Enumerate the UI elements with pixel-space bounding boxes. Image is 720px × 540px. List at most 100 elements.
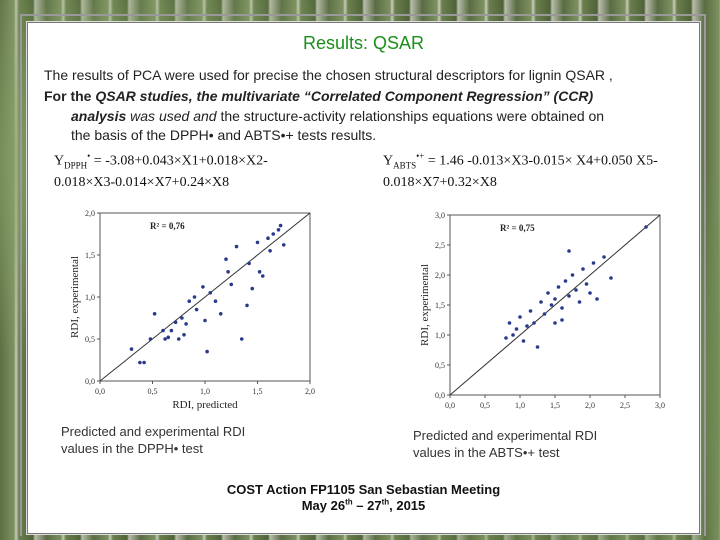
data-point bbox=[511, 333, 515, 337]
eq2-y: Y bbox=[383, 153, 394, 169]
x-tick-label: 2,0 bbox=[305, 387, 315, 396]
data-point bbox=[180, 316, 184, 320]
method-prefix: For the bbox=[44, 88, 96, 104]
data-point bbox=[166, 335, 171, 340]
data-point bbox=[173, 320, 178, 324]
frame-border-left bbox=[20, 14, 22, 536]
slide-panel: Results: QSAR The results of PCA were us… bbox=[27, 22, 700, 534]
x-tick-label: 0,0 bbox=[95, 387, 105, 396]
analysis-word: analysis bbox=[71, 107, 127, 124]
data-point bbox=[182, 333, 186, 337]
data-point bbox=[281, 243, 286, 247]
footer-date-b: – 27 bbox=[352, 498, 382, 514]
x-tick-label: 0,0 bbox=[445, 401, 455, 410]
data-point bbox=[176, 337, 181, 341]
eq1-line2: 0.018×X3-0.014×X7+0.24×X8 bbox=[54, 175, 230, 191]
x-tick-label: 1,5 bbox=[550, 401, 560, 410]
x-tick-label: 0,5 bbox=[480, 401, 490, 410]
y-tick-label: 2,0 bbox=[85, 209, 95, 218]
method-line-3: the basis of the DPPH• and ABTS•+ tests … bbox=[71, 127, 377, 143]
data-point bbox=[161, 328, 165, 333]
frame-border-top bbox=[20, 14, 706, 16]
footer: COST Action FP1105 San Sebastian Meeting… bbox=[28, 483, 699, 512]
y-tick-label: 0,5 bbox=[85, 335, 95, 344]
x-tick-label: 1,0 bbox=[515, 401, 525, 410]
footer-date-c: , 2015 bbox=[389, 498, 426, 514]
data-point bbox=[563, 279, 568, 283]
eq2-sub: ABTS bbox=[393, 160, 417, 171]
eq2-sup: •+ bbox=[416, 151, 425, 161]
x-axis-label: RDI, predicted bbox=[522, 413, 588, 415]
y-tick-label: 1,5 bbox=[85, 251, 95, 260]
data-point bbox=[271, 232, 276, 236]
data-point bbox=[602, 255, 606, 259]
abts-scatter-chart: 0,0 0,5 1,0 1,5 2,0 2,5 3,0 0,0 0,5 1,0 1,5 2,0 2,5 3… bbox=[419, 211, 665, 415]
data-point bbox=[203, 318, 207, 323]
data-point bbox=[224, 257, 228, 261]
data-point bbox=[255, 240, 260, 245]
data-point bbox=[574, 288, 578, 292]
data-point bbox=[567, 294, 571, 298]
x-axis-label: RDI, predicted bbox=[172, 399, 238, 411]
y-tick-label: 3,0 bbox=[435, 211, 445, 220]
footer-date: May 26th – 27th, 2015 bbox=[302, 498, 426, 513]
eq2-body: = 1.46 -0.013×X3-0.015× X4+0.050 X5- bbox=[424, 153, 658, 169]
y-tick-label: 2,5 bbox=[435, 241, 445, 250]
eq2-line2: 0.018×X7+0.32×X8 bbox=[383, 175, 497, 191]
x-tick-label: 2,0 bbox=[585, 401, 595, 410]
data-point bbox=[532, 321, 536, 325]
method-line-2: analysis was used and the structure-acti… bbox=[44, 107, 694, 127]
data-point bbox=[644, 225, 648, 229]
equation-dpph: YDPPH• = -3.08+0.043×X1+0.018×X2- 0.018×… bbox=[54, 147, 268, 192]
eq1-y: Y bbox=[54, 153, 65, 169]
data-point bbox=[260, 274, 265, 278]
fit-line bbox=[449, 214, 661, 396]
data-point bbox=[138, 360, 142, 365]
data-point bbox=[245, 303, 249, 308]
x-tick-label: 1,0 bbox=[200, 387, 210, 396]
data-point bbox=[539, 300, 543, 304]
data-point bbox=[213, 299, 218, 303]
data-point bbox=[229, 282, 234, 287]
data-point bbox=[507, 321, 512, 325]
data-point bbox=[239, 337, 244, 341]
data-point bbox=[278, 223, 283, 228]
data-point bbox=[584, 282, 589, 286]
data-point bbox=[591, 261, 596, 265]
dpph-scatter-chart: 0,0 0,5 1,0 1,5 2,0 0,0 0,5 1,0 1,5 2,0 R² = 0,76 R… bbox=[69, 209, 315, 411]
data-point bbox=[205, 349, 209, 354]
method-paragraph: For the QSAR studies, the multivariate “… bbox=[44, 87, 694, 146]
data-point bbox=[276, 228, 281, 232]
data-point bbox=[553, 321, 557, 325]
y-tick-label: 1,5 bbox=[435, 301, 445, 310]
method-rest-1: was used and bbox=[126, 107, 221, 124]
data-point bbox=[570, 273, 575, 277]
x-tick-label: 1,5 bbox=[253, 387, 263, 396]
equation-abts: YABTS•+ = 1.46 -0.013×X3-0.015× X4+0.050… bbox=[383, 147, 658, 192]
data-point bbox=[250, 286, 255, 291]
data-point bbox=[201, 285, 205, 289]
data-point bbox=[148, 337, 153, 341]
data-point bbox=[184, 322, 188, 326]
data-point bbox=[234, 244, 239, 249]
footer-sup1: th bbox=[345, 498, 353, 507]
data-point bbox=[226, 270, 230, 274]
frame-border-right bbox=[704, 14, 706, 536]
y-tick-label: 0,5 bbox=[435, 361, 445, 370]
data-point bbox=[268, 249, 272, 253]
data-point bbox=[514, 327, 519, 331]
x-tick-label: 3,0 bbox=[655, 401, 665, 410]
data-point bbox=[521, 339, 526, 343]
data-point bbox=[546, 291, 550, 295]
data-point bbox=[142, 360, 146, 365]
data-point bbox=[588, 291, 592, 295]
x-tick-label: 0,5 bbox=[148, 387, 158, 396]
method-rest-2: the structure-activity relationships equ… bbox=[220, 107, 605, 124]
data-point bbox=[152, 312, 157, 316]
eq1-body: = -3.08+0.043×X1+0.018×X2- bbox=[90, 153, 268, 169]
r-squared-annotation: R² = 0,75 bbox=[500, 223, 535, 233]
data-point bbox=[549, 303, 554, 307]
intro-line: The results of PCA were used for precise… bbox=[44, 67, 613, 83]
data-point bbox=[518, 315, 522, 319]
data-point bbox=[535, 345, 540, 349]
